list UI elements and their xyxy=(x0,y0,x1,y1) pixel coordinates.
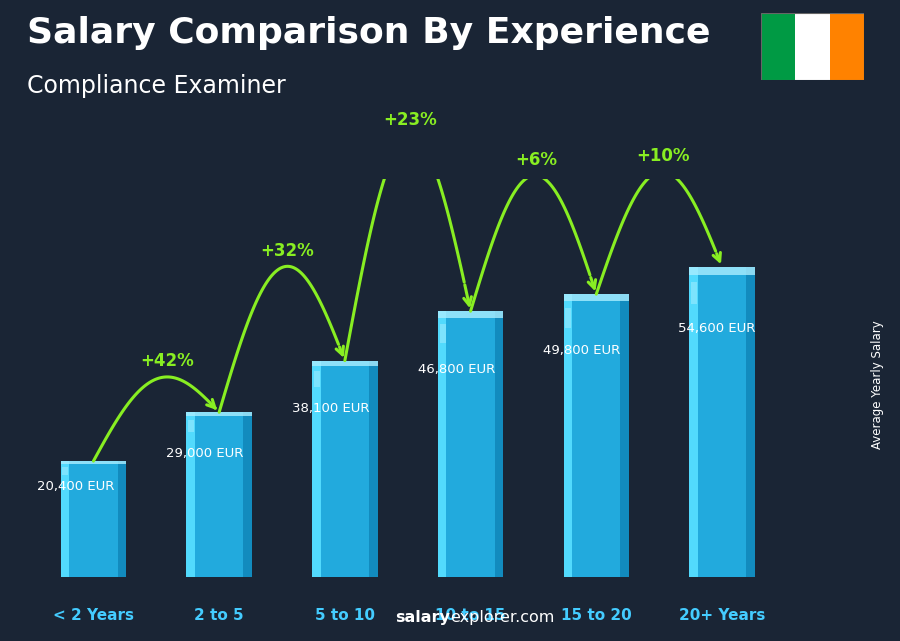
Text: +42%: +42% xyxy=(140,352,194,370)
Text: 29,000 EUR: 29,000 EUR xyxy=(166,447,244,460)
Text: 46,800 EUR: 46,800 EUR xyxy=(418,363,495,376)
Bar xyxy=(438,311,446,577)
Text: 54,600 EUR: 54,600 EUR xyxy=(678,322,755,335)
Bar xyxy=(312,361,377,577)
Bar xyxy=(620,294,629,577)
Bar xyxy=(314,371,319,387)
Bar xyxy=(312,361,320,577)
Text: Average Yearly Salary: Average Yearly Salary xyxy=(871,320,884,449)
Bar xyxy=(495,311,503,577)
Bar xyxy=(188,420,194,432)
Bar xyxy=(563,294,629,301)
Bar xyxy=(438,311,503,577)
Text: salary: salary xyxy=(395,610,450,625)
Bar xyxy=(760,13,795,80)
Bar xyxy=(830,13,864,80)
Text: 2 to 5: 2 to 5 xyxy=(194,608,244,623)
Text: < 2 Years: < 2 Years xyxy=(53,608,134,623)
Bar xyxy=(186,412,195,577)
Bar xyxy=(689,267,698,577)
Bar xyxy=(369,361,377,577)
Bar xyxy=(689,267,755,274)
Bar xyxy=(746,267,755,577)
Bar xyxy=(186,412,252,577)
Bar xyxy=(60,461,69,577)
Text: 5 to 10: 5 to 10 xyxy=(315,608,375,623)
Bar xyxy=(438,311,503,318)
Bar xyxy=(60,461,126,577)
Text: +10%: +10% xyxy=(636,147,690,165)
Text: 49,800 EUR: 49,800 EUR xyxy=(544,344,621,357)
Bar xyxy=(563,294,572,577)
Text: 20,400 EUR: 20,400 EUR xyxy=(37,480,114,493)
Bar xyxy=(691,282,697,304)
Bar xyxy=(565,308,572,328)
Bar xyxy=(563,294,629,577)
Bar xyxy=(60,461,126,464)
Text: +6%: +6% xyxy=(515,151,557,169)
Bar xyxy=(689,267,755,577)
Bar xyxy=(312,361,377,366)
Bar xyxy=(62,467,68,475)
Bar xyxy=(439,324,446,343)
Text: 10 to 15: 10 to 15 xyxy=(436,608,506,623)
Text: +32%: +32% xyxy=(261,242,314,260)
Text: 15 to 20: 15 to 20 xyxy=(561,608,632,623)
Text: Compliance Examiner: Compliance Examiner xyxy=(27,74,286,97)
Text: 38,100 EUR: 38,100 EUR xyxy=(292,402,370,415)
Bar xyxy=(243,412,252,577)
Text: 20+ Years: 20+ Years xyxy=(679,608,765,623)
Bar xyxy=(795,13,830,80)
Bar xyxy=(186,412,252,417)
Bar xyxy=(118,461,126,577)
Text: Salary Comparison By Experience: Salary Comparison By Experience xyxy=(27,16,710,50)
Text: explorer.com: explorer.com xyxy=(450,610,554,625)
Text: +23%: +23% xyxy=(383,112,437,129)
